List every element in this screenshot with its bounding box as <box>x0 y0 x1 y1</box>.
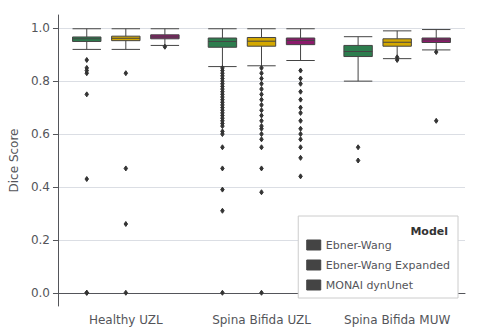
svg-text:Ebner-Wang Expanded: Ebner-Wang Expanded <box>326 259 450 272</box>
svg-text:Ebner-Wang: Ebner-Wang <box>326 239 392 252</box>
svg-text:0.2: 0.2 <box>31 233 50 247</box>
svg-text:0.8: 0.8 <box>31 74 50 88</box>
svg-text:0.0: 0.0 <box>31 286 50 300</box>
svg-text:Dice Score: Dice Score <box>7 129 21 193</box>
svg-text:Spina Bifida UZL: Spina Bifida UZL <box>212 313 311 327</box>
svg-text:1.0: 1.0 <box>31 21 50 35</box>
svg-text:0.6: 0.6 <box>31 127 50 141</box>
svg-text:Model: Model <box>410 225 448 238</box>
svg-text:Spina Bifida MUW: Spina Bifida MUW <box>344 313 450 327</box>
svg-text:Healthy UZL: Healthy UZL <box>89 313 163 327</box>
svg-text:MONAI dynUnet: MONAI dynUnet <box>326 279 414 292</box>
svg-text:0.4: 0.4 <box>31 180 50 194</box>
